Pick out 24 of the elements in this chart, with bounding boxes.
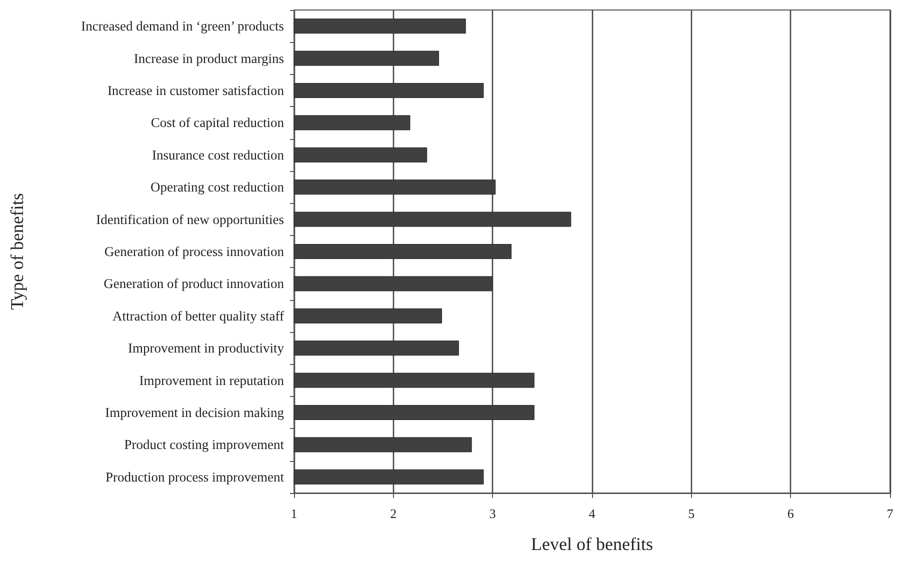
y-tick-label: Product costing improvement xyxy=(124,437,284,452)
y-tick-label: Generation of product innovation xyxy=(104,276,284,292)
y-tick-label: Identification of new opportunities xyxy=(96,212,284,227)
y-tick-label: Cost of capital reduction xyxy=(150,115,284,130)
x-axis-title: Level of benefits xyxy=(531,534,653,554)
y-tick-label: Increase in product margins xyxy=(134,50,284,66)
x-tick-label: 7 xyxy=(886,506,894,521)
y-tick-label: Operating cost reduction xyxy=(150,180,284,195)
y-tick-label: Production process improvement xyxy=(106,469,284,484)
y-tick-label: Improvement in decision making xyxy=(105,405,284,420)
y-axis-title: Type of benefits xyxy=(7,193,27,310)
x-tick-label: 3 xyxy=(489,506,496,521)
y-tick-label: Generation of process innovation xyxy=(104,244,284,259)
y-tick-label: Increased demand in ‘green’ products xyxy=(81,18,284,34)
y-tick-label: Attraction of better quality staff xyxy=(112,308,284,324)
x-tick-label: 4 xyxy=(588,506,596,521)
y-tick-label: Insurance cost reduction xyxy=(152,147,284,162)
x-tick-label: 2 xyxy=(390,506,397,521)
y-tick-label: Improvement in productivity xyxy=(128,340,284,356)
x-tick-label: 5 xyxy=(688,506,695,521)
x-tick-label: 6 xyxy=(787,506,794,521)
y-tick-label: Increase in customer satisfaction xyxy=(107,83,284,98)
x-tick-label: 1 xyxy=(290,506,298,521)
y-tick-label: Improvement in reputation xyxy=(139,372,284,388)
